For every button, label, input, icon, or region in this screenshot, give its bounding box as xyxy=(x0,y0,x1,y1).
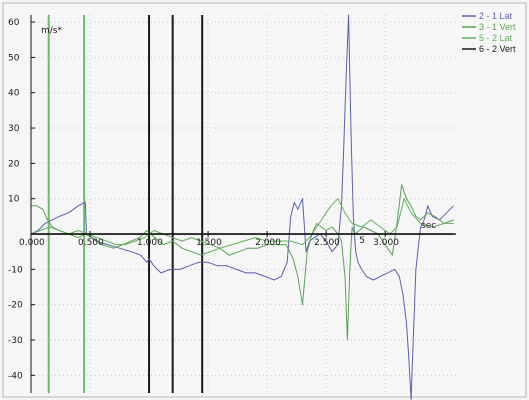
x-tick-label: 3.000 xyxy=(373,238,399,248)
y-tick-label: 40 xyxy=(8,89,20,99)
x-tick-label: 0.000 xyxy=(19,238,45,248)
cursor-markers xyxy=(47,15,204,393)
legend-label: 5 - 2 Lat xyxy=(479,33,513,43)
series-line-5-2-lat xyxy=(30,198,454,249)
x-tick-label: 2.500 xyxy=(314,238,340,248)
y-tick-label: -20 xyxy=(8,301,23,311)
axis-layer xyxy=(30,15,456,393)
x-tick-label: 1.500 xyxy=(196,238,222,248)
legend-item-6-2-vert[interactable]: 6 - 2 Vert xyxy=(462,44,516,54)
x-tick-label: 2.000 xyxy=(255,238,281,248)
x-axis-unit-label: sec xyxy=(421,221,436,231)
y-tick-label: 10 xyxy=(8,195,20,205)
legend-item-2-1-lat[interactable]: 2 - 1 Lat xyxy=(462,11,513,21)
legend-label: 3 - 1 Vert xyxy=(479,22,516,32)
y-tick-label: -30 xyxy=(8,336,23,346)
x-tick-label: 1.000 xyxy=(137,238,163,248)
tick-labels: 60 50 40 30 20 10 -10 -20 -30 -40 0.000 0.500 1.000 1… xyxy=(8,18,399,381)
annotations: 5 xyxy=(359,236,365,246)
annotation-label: 5 xyxy=(359,236,365,246)
y-tick-label: 30 xyxy=(8,124,20,134)
y-tick-label: 60 xyxy=(8,18,20,28)
y-tick-label: 50 xyxy=(8,53,20,63)
legend-label: 2 - 1 Lat xyxy=(479,11,513,21)
x-tick-label: 0.500 xyxy=(78,238,104,248)
y-tick-label: 20 xyxy=(8,159,20,169)
legend-item-3-1-vert[interactable]: 3 - 1 Vert xyxy=(462,22,516,32)
series-line-2-1-lat xyxy=(30,14,454,400)
grid-lines xyxy=(30,15,456,393)
series-line-3-1-vert xyxy=(31,184,454,341)
y-axis-unit-label: m/s* xyxy=(41,26,62,36)
legend-item-5-2-lat[interactable]: 5 - 2 Lat xyxy=(462,33,513,43)
y-tick-label: -10 xyxy=(8,265,23,275)
y-tick-label: -40 xyxy=(8,371,23,381)
legend-label: 6 - 2 Vert xyxy=(479,44,516,54)
